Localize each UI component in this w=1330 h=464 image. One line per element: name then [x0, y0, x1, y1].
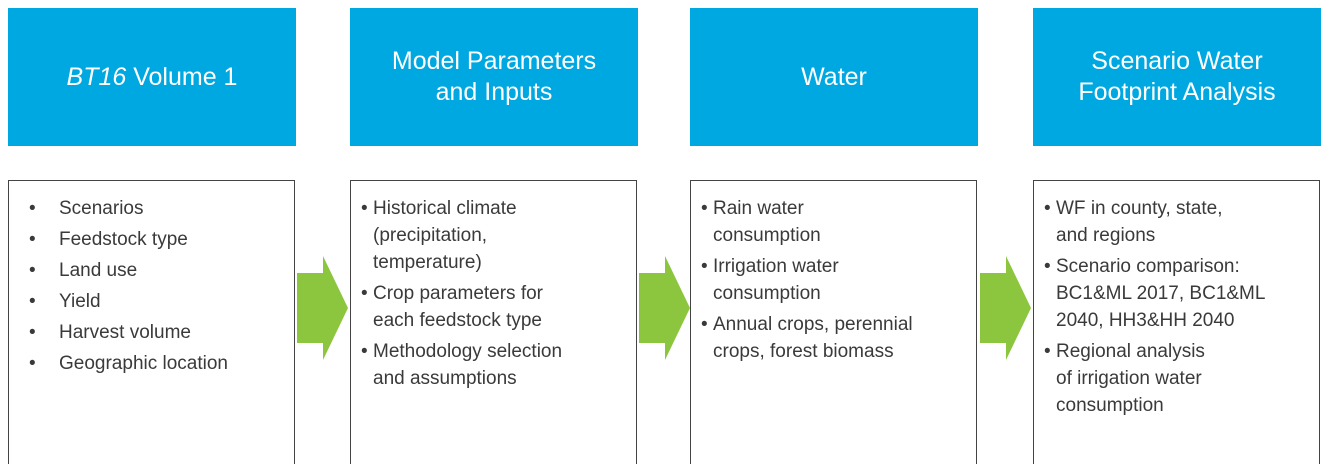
item-line: Feedstock type	[59, 229, 188, 250]
bullet: •	[361, 341, 368, 362]
bullet-item: • Scenarios	[29, 195, 294, 222]
bullet-item: • Yield	[29, 288, 294, 315]
bullet: •	[1044, 341, 1051, 362]
item-line: and regions	[1056, 225, 1156, 246]
item-text: Crop parameters for each feedstock type	[373, 280, 543, 334]
bullet: •	[29, 322, 36, 343]
title-part: Model Parameters	[391, 47, 597, 75]
column-box: • Historical climate (precipitation, temper…	[350, 180, 637, 464]
item-line: (precipitation,	[373, 225, 488, 246]
item-line: Land use	[59, 260, 138, 281]
item-line: Annual crops, perennial	[713, 314, 913, 335]
item-text: Irrigation water consumption	[713, 253, 839, 307]
item-line: consumption	[713, 225, 821, 246]
item-line: and assumptions	[373, 368, 517, 389]
item-line: Harvest volume	[59, 322, 191, 343]
item-line: consumption	[1056, 395, 1164, 416]
bullet: •	[29, 291, 36, 312]
item-line: Irrigation water	[713, 256, 839, 277]
bullet: •	[29, 198, 36, 219]
bullet-item: • Regional analysis of irrigation water con…	[1044, 338, 1319, 419]
bullet: •	[29, 353, 36, 374]
item-line: WF in county, state,	[1056, 198, 1223, 219]
item-text: Yield	[59, 288, 101, 315]
item-text: Rain water consumption	[713, 195, 821, 249]
bullet: •	[29, 229, 36, 250]
title-part: Water	[801, 62, 867, 91]
column-box: • Scenarios • Feedstock type • Land use • Yield…	[8, 180, 295, 464]
column-box: • WF in county, state, and regions • Scenari…	[1033, 180, 1320, 464]
bullet-item: • Geographic location	[29, 350, 294, 377]
bullet-item: • Methodology selection and assumptions	[361, 338, 636, 392]
item-line: Rain water	[713, 198, 804, 219]
arrow	[980, 256, 1031, 360]
header-text: Water	[801, 62, 867, 93]
bullet-item: • Rain water consumption	[701, 195, 976, 249]
bullet-item: • Harvest volume	[29, 319, 294, 346]
item-text: WF in county, state, and regions	[1056, 195, 1222, 249]
bullet: •	[701, 198, 708, 219]
item-line: Geographic location	[59, 353, 228, 374]
item-line: of irrigation water	[1056, 368, 1202, 389]
arrow	[639, 256, 690, 360]
bullet: •	[29, 260, 36, 281]
bullet-item: • Crop parameters for each feedstock type	[361, 280, 636, 334]
header-text: Model Parameters and Inputs	[392, 46, 596, 108]
title-part: Scenario Water	[1091, 47, 1263, 75]
bullet-item: • Feedstock type	[29, 226, 294, 253]
item-text: Regional analysis of irrigation water cons…	[1056, 338, 1205, 419]
bullet-item: • WF in county, state, and regions	[1044, 195, 1319, 249]
item-line: 2040, HH3&HH 2040	[1056, 310, 1235, 331]
item-text: Annual crops, perennial crops, forest bio…	[713, 311, 913, 365]
item-line: temperature)	[373, 252, 482, 273]
column-header: Scenario Water Footprint Analysis	[1033, 8, 1321, 146]
title-part: Footprint Analysis	[1078, 78, 1276, 106]
item-line: crops, forest biomass	[713, 341, 894, 362]
header-text: Scenario Water Footprint Analysis	[1078, 46, 1275, 108]
bullet-item: • Scenario comparison: BC1&ML 2017, BC1&ML…	[1044, 253, 1319, 334]
item-text: Harvest volume	[59, 319, 191, 346]
title-part: and Inputs	[435, 78, 553, 106]
column-box: • Rain water consumption • Irrigation water c…	[690, 180, 977, 464]
bullet-item: • Irrigation water consumption	[701, 253, 976, 307]
item-line: Methodology selection	[373, 341, 563, 362]
bullet-item: • Annual crops, perennial crops, forest bi…	[701, 311, 976, 365]
item-line: Scenarios	[59, 198, 144, 219]
column-header: Water	[690, 8, 978, 146]
item-line: Scenario comparison:	[1056, 256, 1240, 277]
bullet: •	[361, 198, 368, 219]
item-line: Yield	[59, 291, 101, 312]
bullet: •	[1044, 198, 1051, 219]
item-line: Crop parameters for	[373, 283, 544, 304]
item-text: Scenario comparison: BC1&ML 2017, BC1&ML 2…	[1056, 253, 1265, 334]
item-line: Regional analysis	[1056, 341, 1205, 362]
bullet: •	[1044, 256, 1051, 277]
bullet: •	[361, 283, 368, 304]
item-text: Geographic location	[59, 350, 228, 377]
column-header: BT16 Volume 1	[8, 8, 296, 146]
item-line: consumption	[713, 283, 821, 304]
item-text: Methodology selection and assumptions	[373, 338, 562, 392]
arrow	[297, 256, 348, 360]
item-line: each feedstock type	[373, 310, 542, 331]
bullet-item: • Historical climate (precipitation, temper…	[361, 195, 636, 276]
title-part: BT16	[66, 62, 127, 91]
item-text: Land use	[59, 257, 137, 284]
item-text: Feedstock type	[59, 226, 188, 253]
column-header: Model Parameters and Inputs	[350, 8, 638, 146]
item-text: Historical climate (precipitation, tempera…	[373, 195, 517, 276]
item-text: Scenarios	[59, 195, 144, 222]
bullet-item: • Land use	[29, 257, 294, 284]
title-part: Volume 1	[126, 62, 238, 91]
header-text: BT16 Volume 1	[67, 62, 238, 93]
item-line: Historical climate	[373, 198, 517, 219]
bullet: •	[701, 314, 708, 335]
item-line: BC1&ML 2017, BC1&ML	[1056, 283, 1266, 304]
bullet: •	[701, 256, 708, 277]
